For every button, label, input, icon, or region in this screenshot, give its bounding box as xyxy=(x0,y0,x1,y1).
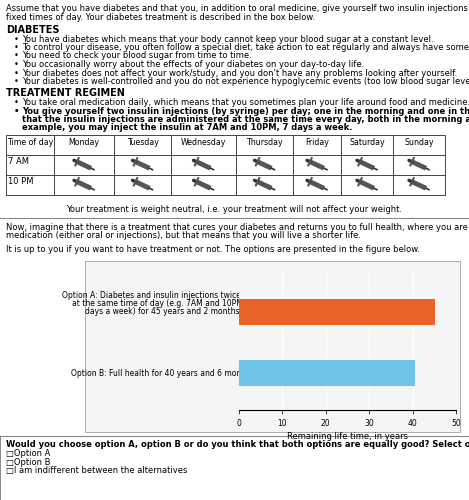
Text: DIABETES: DIABETES xyxy=(6,25,60,35)
Text: Your diabetes is well-controlled and you do not experience hypoglycemic events (: Your diabetes is well-controlled and you… xyxy=(22,77,469,86)
Text: that the insulin injections are administered at the same time every day, both in: that the insulin injections are administ… xyxy=(22,115,469,124)
Bar xyxy=(6,135,445,195)
Text: To control your disease, you often follow a special diet, take action to eat reg: To control your disease, you often follo… xyxy=(22,43,469,52)
Text: Would you choose option A, option B or do you think that both options are equall: Would you choose option A, option B or d… xyxy=(6,440,469,449)
Text: Wednesday: Wednesday xyxy=(181,138,226,147)
Text: •: • xyxy=(14,98,19,107)
Text: •: • xyxy=(14,68,19,78)
Text: fixed times of day. Your diabetes treatment is described in the box below.: fixed times of day. Your diabetes treatm… xyxy=(6,12,315,22)
Text: •: • xyxy=(14,52,19,60)
Text: medication (either oral or injections), but that means that you will live a shor: medication (either oral or injections), … xyxy=(6,231,361,240)
Text: example, you may inject the insulin at 7AM and 10PM, 7 days a week.: example, you may inject the insulin at 7… xyxy=(22,124,353,132)
Text: Tuesday: Tuesday xyxy=(127,138,159,147)
Text: days a week) for 45 years and 2 months: days a week) for 45 years and 2 months xyxy=(84,308,239,316)
Text: •: • xyxy=(14,106,20,116)
Text: □Option B: □Option B xyxy=(6,458,51,467)
Text: Now, imagine that there is a treatment that cures your diabetes and returns you : Now, imagine that there is a treatment t… xyxy=(6,222,469,232)
Bar xyxy=(239,299,435,325)
Text: Your diabetes does not affect your work/study, and you don’t have any problems l: Your diabetes does not affect your work/… xyxy=(22,68,457,78)
Text: 7 AM: 7 AM xyxy=(8,157,29,166)
Text: □Option A: □Option A xyxy=(6,450,50,458)
Text: Time of day: Time of day xyxy=(7,138,53,147)
X-axis label: Remaining life time, in years: Remaining life time, in years xyxy=(287,432,408,441)
Text: You take oral medication daily, which means that you sometimes plan your life ar: You take oral medication daily, which me… xyxy=(22,98,469,107)
Text: at the same time of day (e.g. 7AM and 10PM, 7: at the same time of day (e.g. 7AM and 10… xyxy=(72,300,252,308)
Text: •: • xyxy=(14,43,19,52)
Text: Assume that you have diabetes and that you, in addition to oral medicine, give y: Assume that you have diabetes and that y… xyxy=(6,4,469,13)
Text: It is up to you if you want to have treatment or not. The options are presented : It is up to you if you want to have trea… xyxy=(6,244,420,254)
Text: You occasionally worry about the effects of your diabetes on your day-to-day lif: You occasionally worry about the effects… xyxy=(22,60,364,69)
Text: Saturday: Saturday xyxy=(349,138,385,147)
Text: 10 PM: 10 PM xyxy=(8,177,33,186)
Text: You give yourself two insulin injections (by syringe) per day; one in the mornin: You give yourself two insulin injections… xyxy=(22,106,469,116)
Text: You need to check your blood sugar from time to time.: You need to check your blood sugar from … xyxy=(22,52,252,60)
Text: Your treatment is weight neutral, i.e. your treatment will not affect your weigh: Your treatment is weight neutral, i.e. y… xyxy=(67,205,402,214)
Text: •: • xyxy=(14,77,19,86)
Text: You have diabetes which means that your body cannot keep your blood sugar at a c: You have diabetes which means that your … xyxy=(22,34,434,43)
Bar xyxy=(0,436,469,500)
Text: Sunday: Sunday xyxy=(404,138,434,147)
Text: Monday: Monday xyxy=(68,138,99,147)
Bar xyxy=(239,360,415,386)
Text: Option B: Full health for 40 years and 6 months: Option B: Full health for 40 years and 6… xyxy=(71,368,253,378)
Text: TREATMENT REGIMEN: TREATMENT REGIMEN xyxy=(6,88,125,99)
Text: Thursday: Thursday xyxy=(246,138,283,147)
Text: •: • xyxy=(14,60,19,69)
Text: Option A: Diabetes and insulin injections twice daily: Option A: Diabetes and insulin injection… xyxy=(62,292,262,300)
Text: Friday: Friday xyxy=(305,138,329,147)
Bar xyxy=(85,261,460,432)
Text: □I am indifferent between the alternatives: □I am indifferent between the alternativ… xyxy=(6,466,188,475)
Text: •: • xyxy=(14,34,19,43)
